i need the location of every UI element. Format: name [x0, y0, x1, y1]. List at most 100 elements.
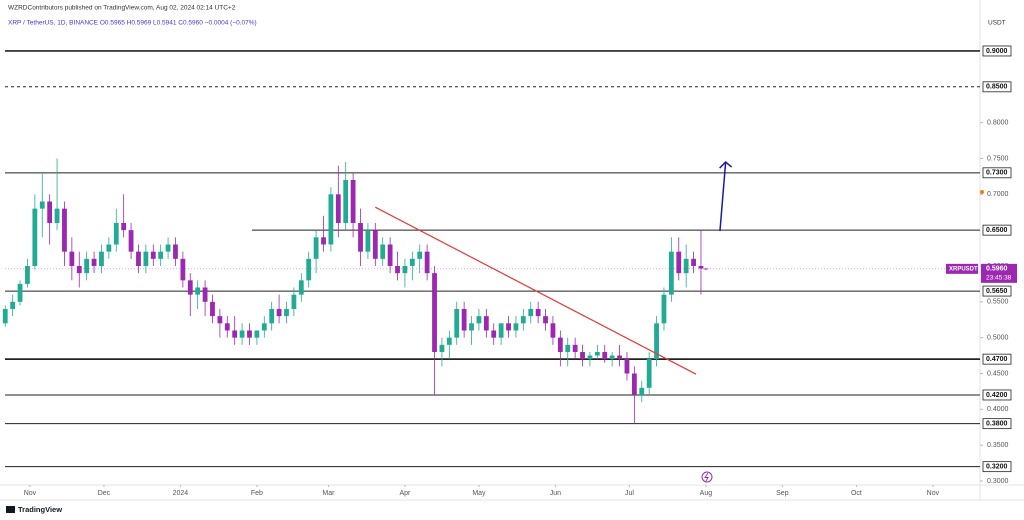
candle-body	[424, 251, 430, 274]
event-icon	[704, 472, 709, 482]
candle-body	[32, 208, 38, 266]
candle-body	[254, 330, 260, 338]
x-tick-label: Aug	[700, 490, 713, 497]
candle-body	[691, 258, 696, 266]
candle-body	[121, 222, 127, 231]
candle-body	[261, 323, 267, 331]
candle-body	[446, 337, 452, 345]
candle-body	[683, 258, 689, 274]
trendline	[375, 206, 697, 375]
candle-body	[76, 265, 82, 274]
candle-body	[646, 359, 652, 388]
candle-body	[158, 251, 164, 259]
candle-body	[128, 230, 134, 252]
symbol-box	[946, 263, 978, 274]
candle-body	[624, 359, 630, 374]
x-tick-label: Feb	[251, 490, 263, 497]
candle-body	[609, 355, 615, 360]
candle-body	[498, 323, 504, 338]
last-price-box	[981, 263, 1017, 283]
candle-body	[239, 330, 245, 338]
candle-body	[402, 265, 408, 274]
candle-body	[417, 251, 423, 259]
candle-body	[113, 222, 119, 245]
candle-body	[565, 344, 571, 352]
level-label-box	[982, 461, 1012, 473]
y-tick-label: 0.3500	[987, 442, 1009, 449]
candle-body	[17, 283, 23, 302]
candle-body	[439, 344, 445, 352]
x-tick-label: May	[472, 490, 486, 497]
candle-body	[10, 301, 16, 309]
candle-body	[313, 237, 319, 259]
level-label: 0.3800	[986, 420, 1008, 427]
x-tick-label: Dec	[98, 490, 111, 497]
candle-body	[535, 308, 541, 317]
countdown: 23:45:38	[986, 275, 1012, 282]
x-tick-label: 2024	[173, 490, 189, 497]
x-tick-label: Oct	[851, 490, 862, 497]
candle-body	[654, 323, 659, 360]
candle-body	[291, 294, 297, 309]
candle-body	[84, 258, 90, 274]
y-tick-label: 0.5000	[987, 334, 1009, 341]
x-tick-label: Apr	[399, 490, 411, 497]
candle-body	[195, 287, 201, 295]
candle-body	[506, 323, 511, 331]
x-tick-label: Jul	[625, 490, 634, 497]
candle-body	[173, 244, 178, 259]
candle-body	[602, 351, 608, 360]
candle-body	[454, 308, 460, 338]
candle-body	[143, 251, 149, 266]
candle-body	[698, 265, 704, 269]
x-tick-label: Sep	[776, 490, 789, 497]
candle-body	[276, 308, 282, 317]
x-tick-label: Mar	[322, 490, 335, 497]
candle-body	[180, 258, 186, 281]
candle-body	[335, 194, 341, 223]
candle-body	[150, 251, 156, 259]
level-label: 0.4200	[986, 392, 1008, 399]
candle-body	[639, 387, 645, 395]
footer-brand: TradingView	[18, 505, 62, 514]
candle-body	[306, 258, 312, 281]
candle-body	[668, 251, 674, 295]
candle-body	[25, 265, 30, 284]
candle-body	[106, 244, 112, 252]
candle-body	[483, 316, 489, 331]
candle-body	[520, 316, 526, 324]
level-label: 0.8500	[986, 84, 1008, 91]
candle-body	[372, 230, 378, 259]
candle-body	[217, 316, 223, 324]
candle-body	[39, 201, 45, 209]
y-tick-label: 0.8000	[987, 119, 1009, 126]
candle-body	[284, 308, 289, 317]
level-label: 0.4700	[986, 356, 1008, 363]
candle-body	[594, 351, 600, 356]
candle-body	[202, 287, 208, 302]
candle-body	[350, 179, 356, 223]
candle-body	[703, 268, 709, 270]
candle-body	[187, 280, 193, 295]
y-tick-label: 0.3000	[987, 478, 1009, 485]
event-icon[interactable]	[701, 471, 713, 483]
candle-body	[557, 337, 563, 352]
level-label-box	[982, 224, 1012, 236]
axis-unit: USDT	[988, 20, 1006, 27]
level-label-box	[982, 285, 1012, 297]
header: WZRDContributors published on TradingVie…	[8, 5, 236, 12]
candle-body	[631, 373, 637, 395]
candle-body	[69, 251, 75, 266]
candle-body	[380, 244, 386, 259]
candle-body	[99, 251, 104, 266]
candle-body	[2, 308, 8, 324]
last-price-label: 0.5960	[986, 266, 1008, 273]
candle-body	[165, 244, 171, 252]
x-tick-label: Nov	[927, 490, 940, 497]
candle-body	[343, 179, 349, 223]
candle-body	[469, 323, 474, 331]
logo	[6, 506, 15, 513]
y-tick-label: 0.4500	[987, 370, 1009, 377]
candle-body	[491, 330, 497, 338]
